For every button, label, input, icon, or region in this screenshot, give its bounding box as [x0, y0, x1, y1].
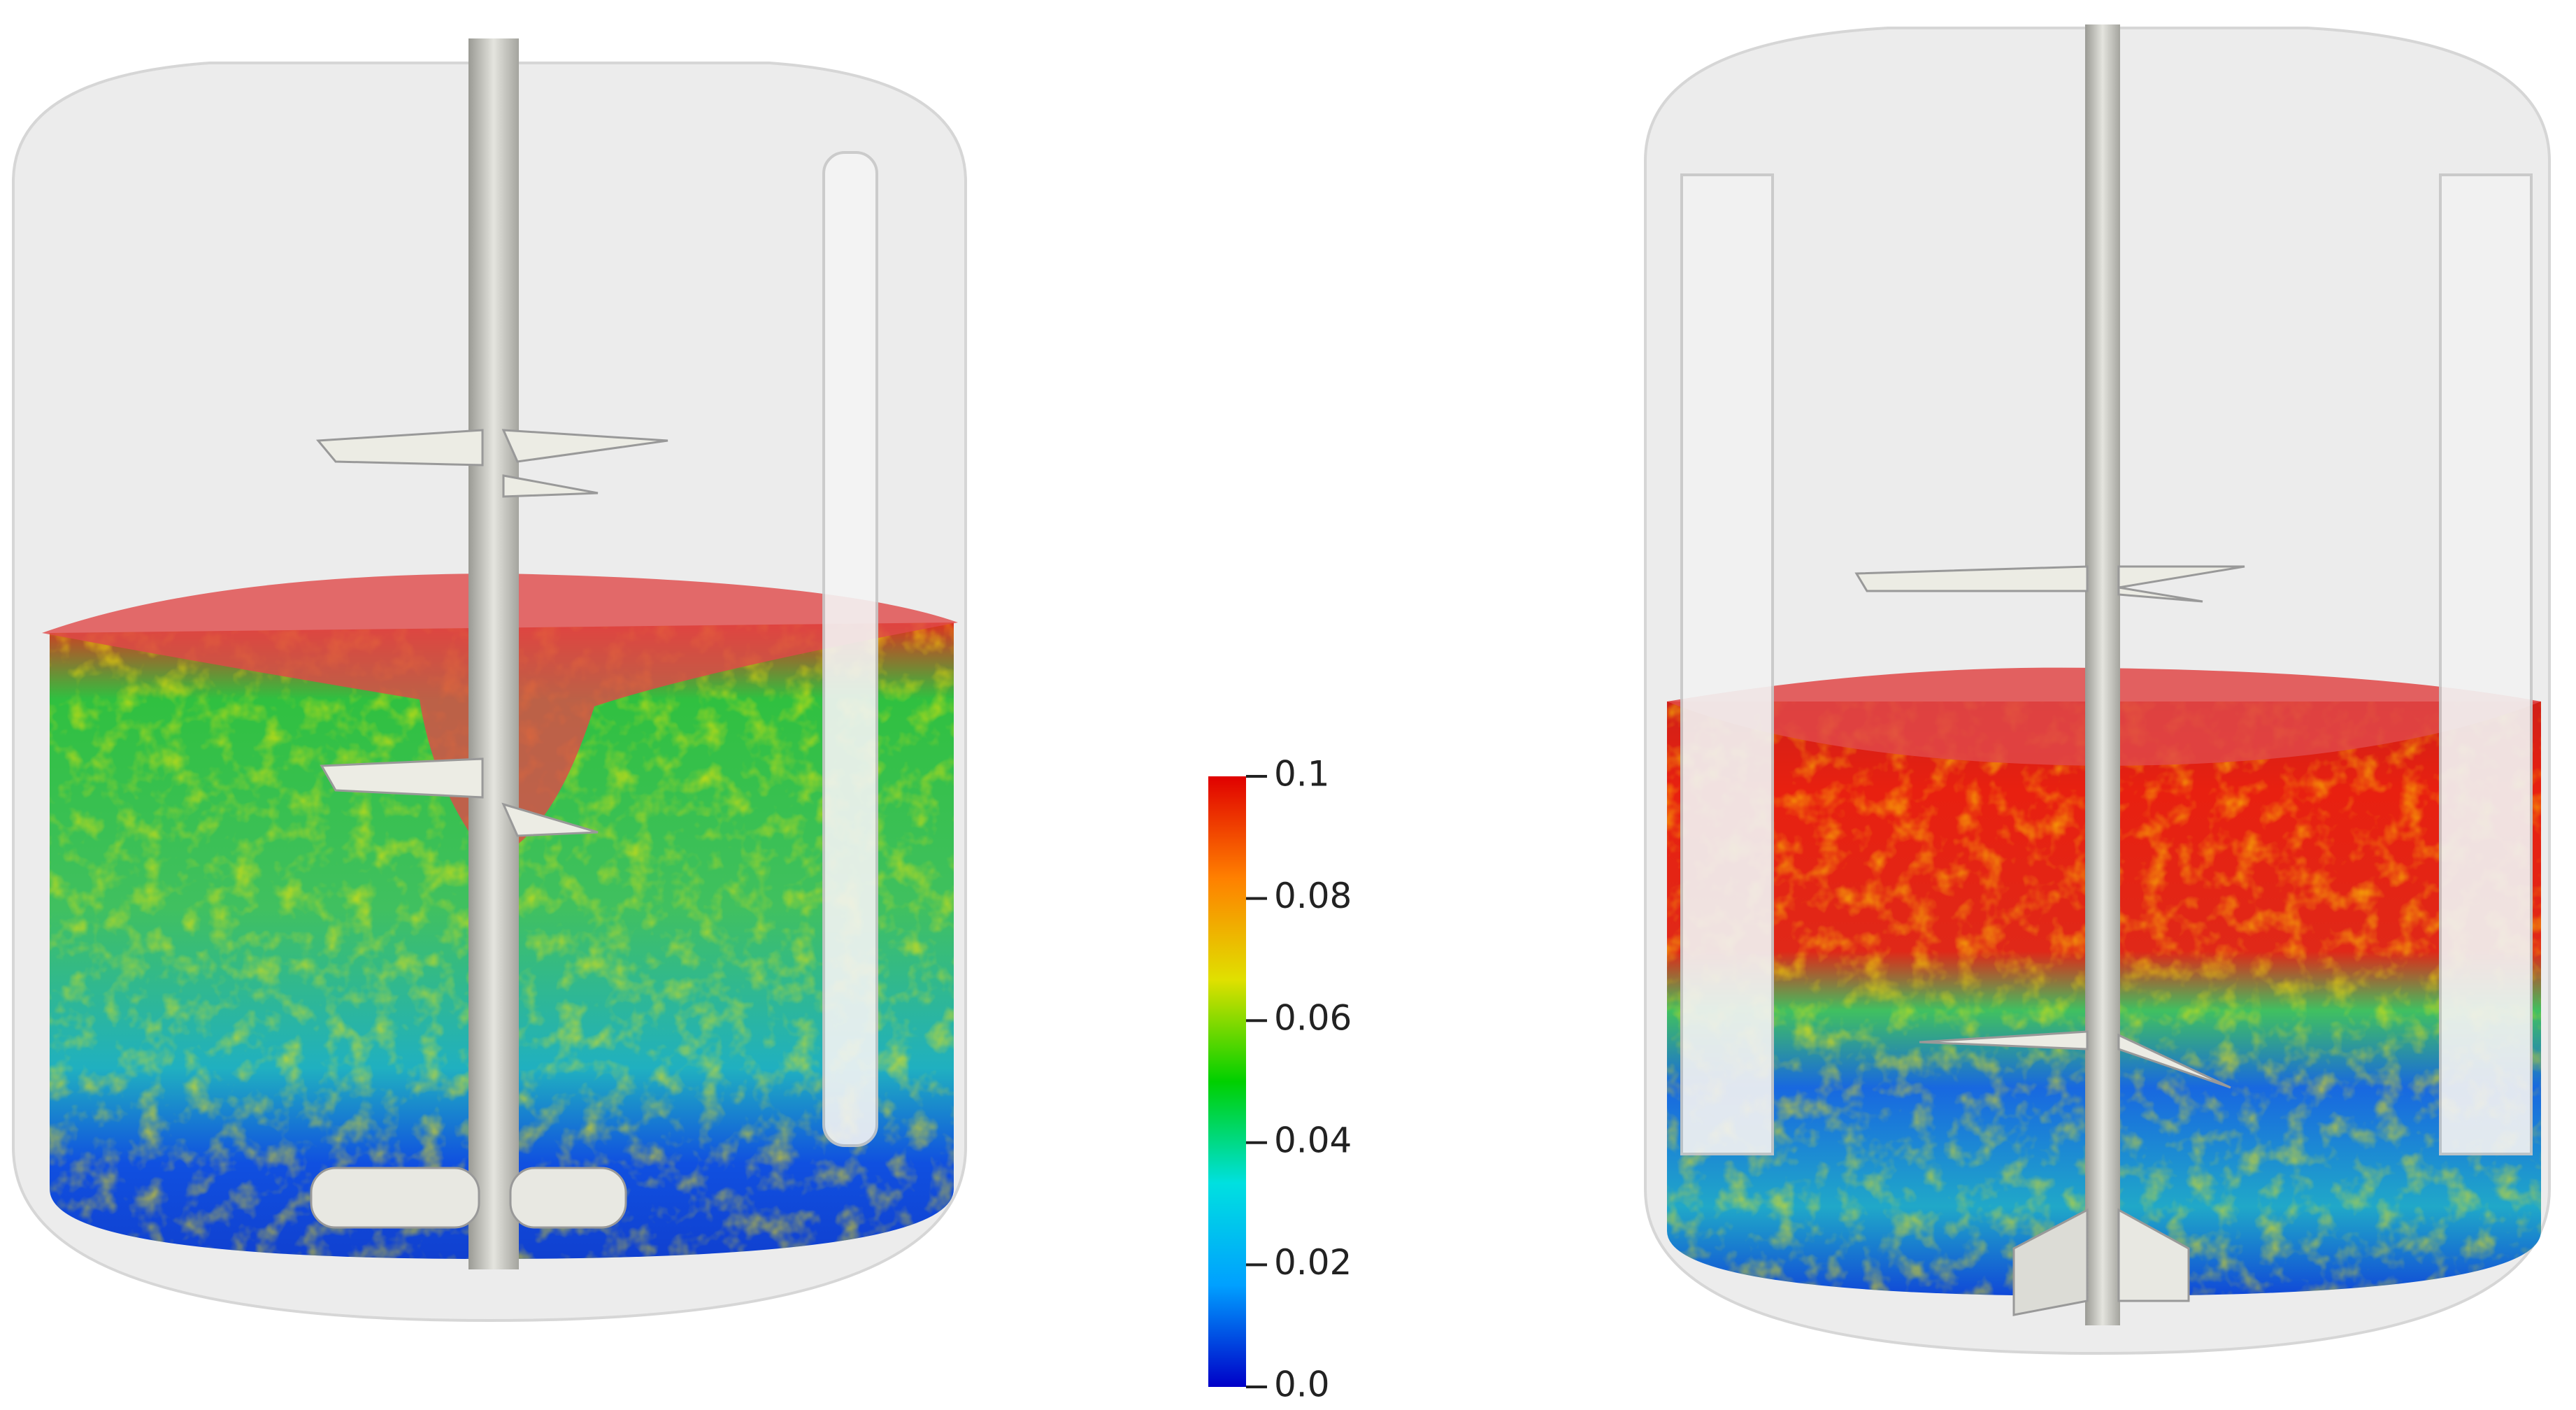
- shaft: [468, 38, 519, 1269]
- blade: [501, 802, 599, 837]
- tick-label: 0.06: [1274, 998, 1352, 1039]
- baffle: [1680, 173, 1774, 1155]
- tick-label: 0.0: [1274, 1365, 1330, 1405]
- impeller: [2117, 1208, 2190, 1302]
- colorbar: 0.0 0.02 0.04 0.06 0.08 0.1: [1208, 754, 1352, 1405]
- tick-label: 0.02: [1274, 1242, 1352, 1283]
- tick-label: 0.08: [1274, 876, 1352, 916]
- blade: [1854, 565, 2089, 592]
- tick-label: 0.1: [1274, 754, 1330, 795]
- blade: [1919, 1030, 2089, 1051]
- blade: [502, 474, 599, 498]
- blade: [320, 757, 484, 799]
- impeller: [509, 1167, 627, 1229]
- impeller: [310, 1167, 480, 1229]
- shaft: [2085, 24, 2120, 1325]
- blade: [315, 429, 484, 467]
- blade: [501, 429, 668, 463]
- blade: [2117, 565, 2245, 589]
- tick-label: 0.04: [1274, 1120, 1352, 1160]
- colorbar-bar: [1208, 776, 1246, 1387]
- baffle: [822, 151, 878, 1147]
- baffle: [2439, 173, 2533, 1155]
- left-tank: [12, 38, 967, 1323]
- blade: [2117, 1033, 2231, 1089]
- blade: [2117, 586, 2203, 603]
- impeller: [2012, 1208, 2089, 1316]
- right-tank: [1644, 24, 2551, 1355]
